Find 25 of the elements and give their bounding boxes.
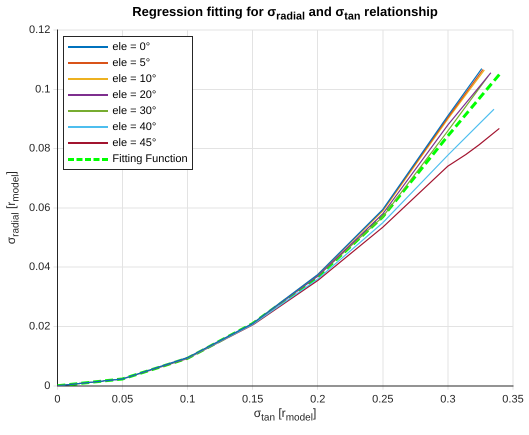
legend-label: ele = 0° (112, 41, 150, 53)
y-tick-label: 0.1 (35, 83, 50, 96)
x-tick-label: 0.2 (310, 393, 326, 406)
y-tick-label: 0.04 (28, 261, 50, 274)
x-axis-title: σ$_{tan}$ [r$_{model}$] (254, 406, 316, 424)
y-tick-label: 0.06 (28, 202, 50, 214)
legend-label: ele = 5° (112, 57, 150, 69)
x-tick-label: 0.05 (112, 393, 134, 406)
x-tick-label: 0.25 (372, 393, 394, 406)
y-tick-label: 0.12 (28, 24, 50, 36)
legend-label: ele = 30° (112, 105, 156, 117)
x-tick-label: 0.3 (440, 393, 456, 406)
legend-label: ele = 20° (112, 89, 156, 101)
legend-label: ele = 10° (112, 73, 156, 85)
x-tick-label: 0.1 (180, 393, 196, 406)
legend-label: ele = 40° (112, 121, 156, 133)
chart-title: Regression fitting for σ$_{radial}$ and σ$_{tan}$ relationship (132, 4, 438, 23)
legend-label: Fitting Function (112, 153, 188, 165)
legend-label: ele = 45° (112, 137, 156, 149)
x-tick-label: 0.35 (502, 393, 524, 406)
x-tick-label: 0 (54, 393, 60, 406)
x-tick-label: 0.15 (242, 393, 264, 406)
y-tick-label: 0.08 (28, 142, 50, 155)
y-tick-label: 0 (44, 380, 50, 392)
y-tick-label: 0.02 (28, 320, 50, 333)
